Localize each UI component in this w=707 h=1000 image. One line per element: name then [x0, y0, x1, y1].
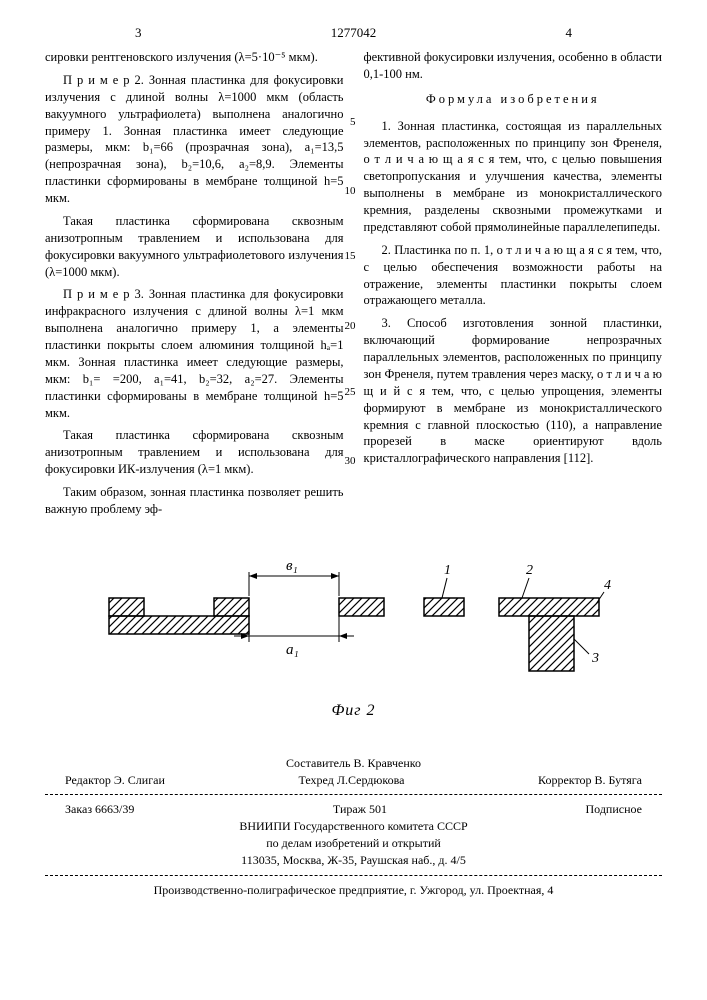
footer-order-row: Заказ 6663/39 Тираж 501 Подписное: [45, 801, 662, 818]
figure-2: в₁ a₁ 1 2 3: [45, 554, 662, 720]
compiler: Составитель В. Кравченко: [45, 755, 662, 772]
subscription: Подписное: [586, 801, 643, 818]
left-p4: П р и м е р 3. Зонная пластинка для фоку…: [45, 286, 344, 421]
org-line-1: ВНИИПИ Государственного комитета СССР: [45, 818, 662, 835]
patent-number: 1277042: [331, 25, 377, 41]
printer: Производственно-полиграфическое предприя…: [45, 882, 662, 899]
page-num-right: 4: [566, 25, 663, 41]
footer: Составитель В. Кравченко Редактор Э. Сли…: [45, 755, 662, 899]
claim-1: 1. Зонная пластинка, состоящая из паралл…: [364, 118, 663, 236]
right-column: фективной фокусировки излучения, особенн…: [364, 49, 663, 524]
callout-1: 1: [444, 563, 451, 578]
editor: Редактор Э. Слигаи: [65, 772, 165, 789]
patent-page: 3 1277042 4 5 10 15 20 25 30 сировки рен…: [0, 0, 707, 1000]
figure-svg: в₁ a₁ 1 2 3: [94, 554, 614, 694]
corrector: Корректор В. Бутяга: [538, 772, 642, 789]
a1-label: a₁: [286, 642, 299, 658]
tech-editor: Техред Л.Сердюкова: [299, 772, 405, 789]
org-address: 113035, Москва, Ж-35, Раушская наб., д. …: [45, 852, 662, 869]
line-num-30: 30: [345, 454, 356, 469]
order-num: Заказ 6663/39: [65, 801, 134, 818]
tirazh: Тираж 501: [333, 801, 387, 818]
org-block: ВНИИПИ Государственного комитета СССР по…: [45, 818, 662, 868]
left-p5: Такая пластинка сформирована сквозным ан…: [45, 427, 344, 478]
right-p1: фективной фокусировки излучения, особенн…: [364, 49, 663, 83]
formula-title: Формула изобретения: [364, 91, 663, 108]
line-num-15: 15: [345, 249, 356, 264]
claim-2: 2. Пластинка по п. 1, о т л и ч а ю щ а …: [364, 242, 663, 310]
left-p1: сировки рентгеновского излучения (λ=5·10…: [45, 49, 344, 66]
callout-3: 3: [591, 651, 599, 666]
figure-caption: Фиг 2: [45, 702, 662, 720]
b1-label: в₁: [286, 558, 298, 574]
line-num-20: 20: [345, 319, 356, 334]
separator-2: [45, 875, 662, 876]
left-column: 5 10 15 20 25 30 сировки рентгеновского …: [45, 49, 344, 524]
text-columns: 5 10 15 20 25 30 сировки рентгеновского …: [45, 49, 662, 524]
page-num-left: 3: [45, 25, 142, 41]
left-p3: Такая пластинка сформирована сквозным ан…: [45, 213, 344, 281]
callout-2: 2: [526, 563, 533, 578]
separator-1: [45, 794, 662, 795]
org-line-2: по делам изобретений и открытий: [45, 835, 662, 852]
line-num-5: 5: [350, 115, 356, 130]
line-num-25: 25: [345, 385, 356, 400]
left-p2: П р и м е р 2. Зонная пластинка для фоку…: [45, 72, 344, 207]
line-num-10: 10: [345, 184, 356, 199]
page-header: 3 1277042 4: [45, 25, 662, 41]
callout-4: 4: [604, 578, 611, 593]
footer-credits: Редактор Э. Слигаи Техред Л.Сердюкова Ко…: [45, 772, 662, 789]
claim-3: 3. Способ изготовления зонной пластинки,…: [364, 315, 663, 467]
left-p6: Таким образом, зонная пластинка позволяе…: [45, 484, 344, 518]
